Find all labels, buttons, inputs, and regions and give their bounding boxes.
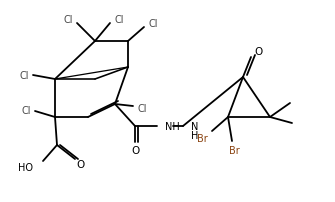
Text: Cl: Cl bbox=[63, 15, 73, 25]
Text: Br: Br bbox=[197, 133, 207, 143]
Text: H: H bbox=[191, 130, 198, 140]
Text: O: O bbox=[76, 159, 84, 169]
Text: O: O bbox=[131, 145, 139, 155]
Text: Br: Br bbox=[228, 145, 240, 155]
Text: NH: NH bbox=[165, 121, 180, 131]
Text: Cl: Cl bbox=[114, 15, 124, 25]
Text: N: N bbox=[191, 121, 198, 131]
Text: Cl: Cl bbox=[21, 105, 31, 115]
Text: HO: HO bbox=[18, 162, 33, 172]
Text: O: O bbox=[255, 47, 263, 57]
Text: Cl: Cl bbox=[137, 103, 147, 114]
Text: Cl: Cl bbox=[148, 19, 158, 29]
Text: Cl: Cl bbox=[19, 71, 29, 81]
